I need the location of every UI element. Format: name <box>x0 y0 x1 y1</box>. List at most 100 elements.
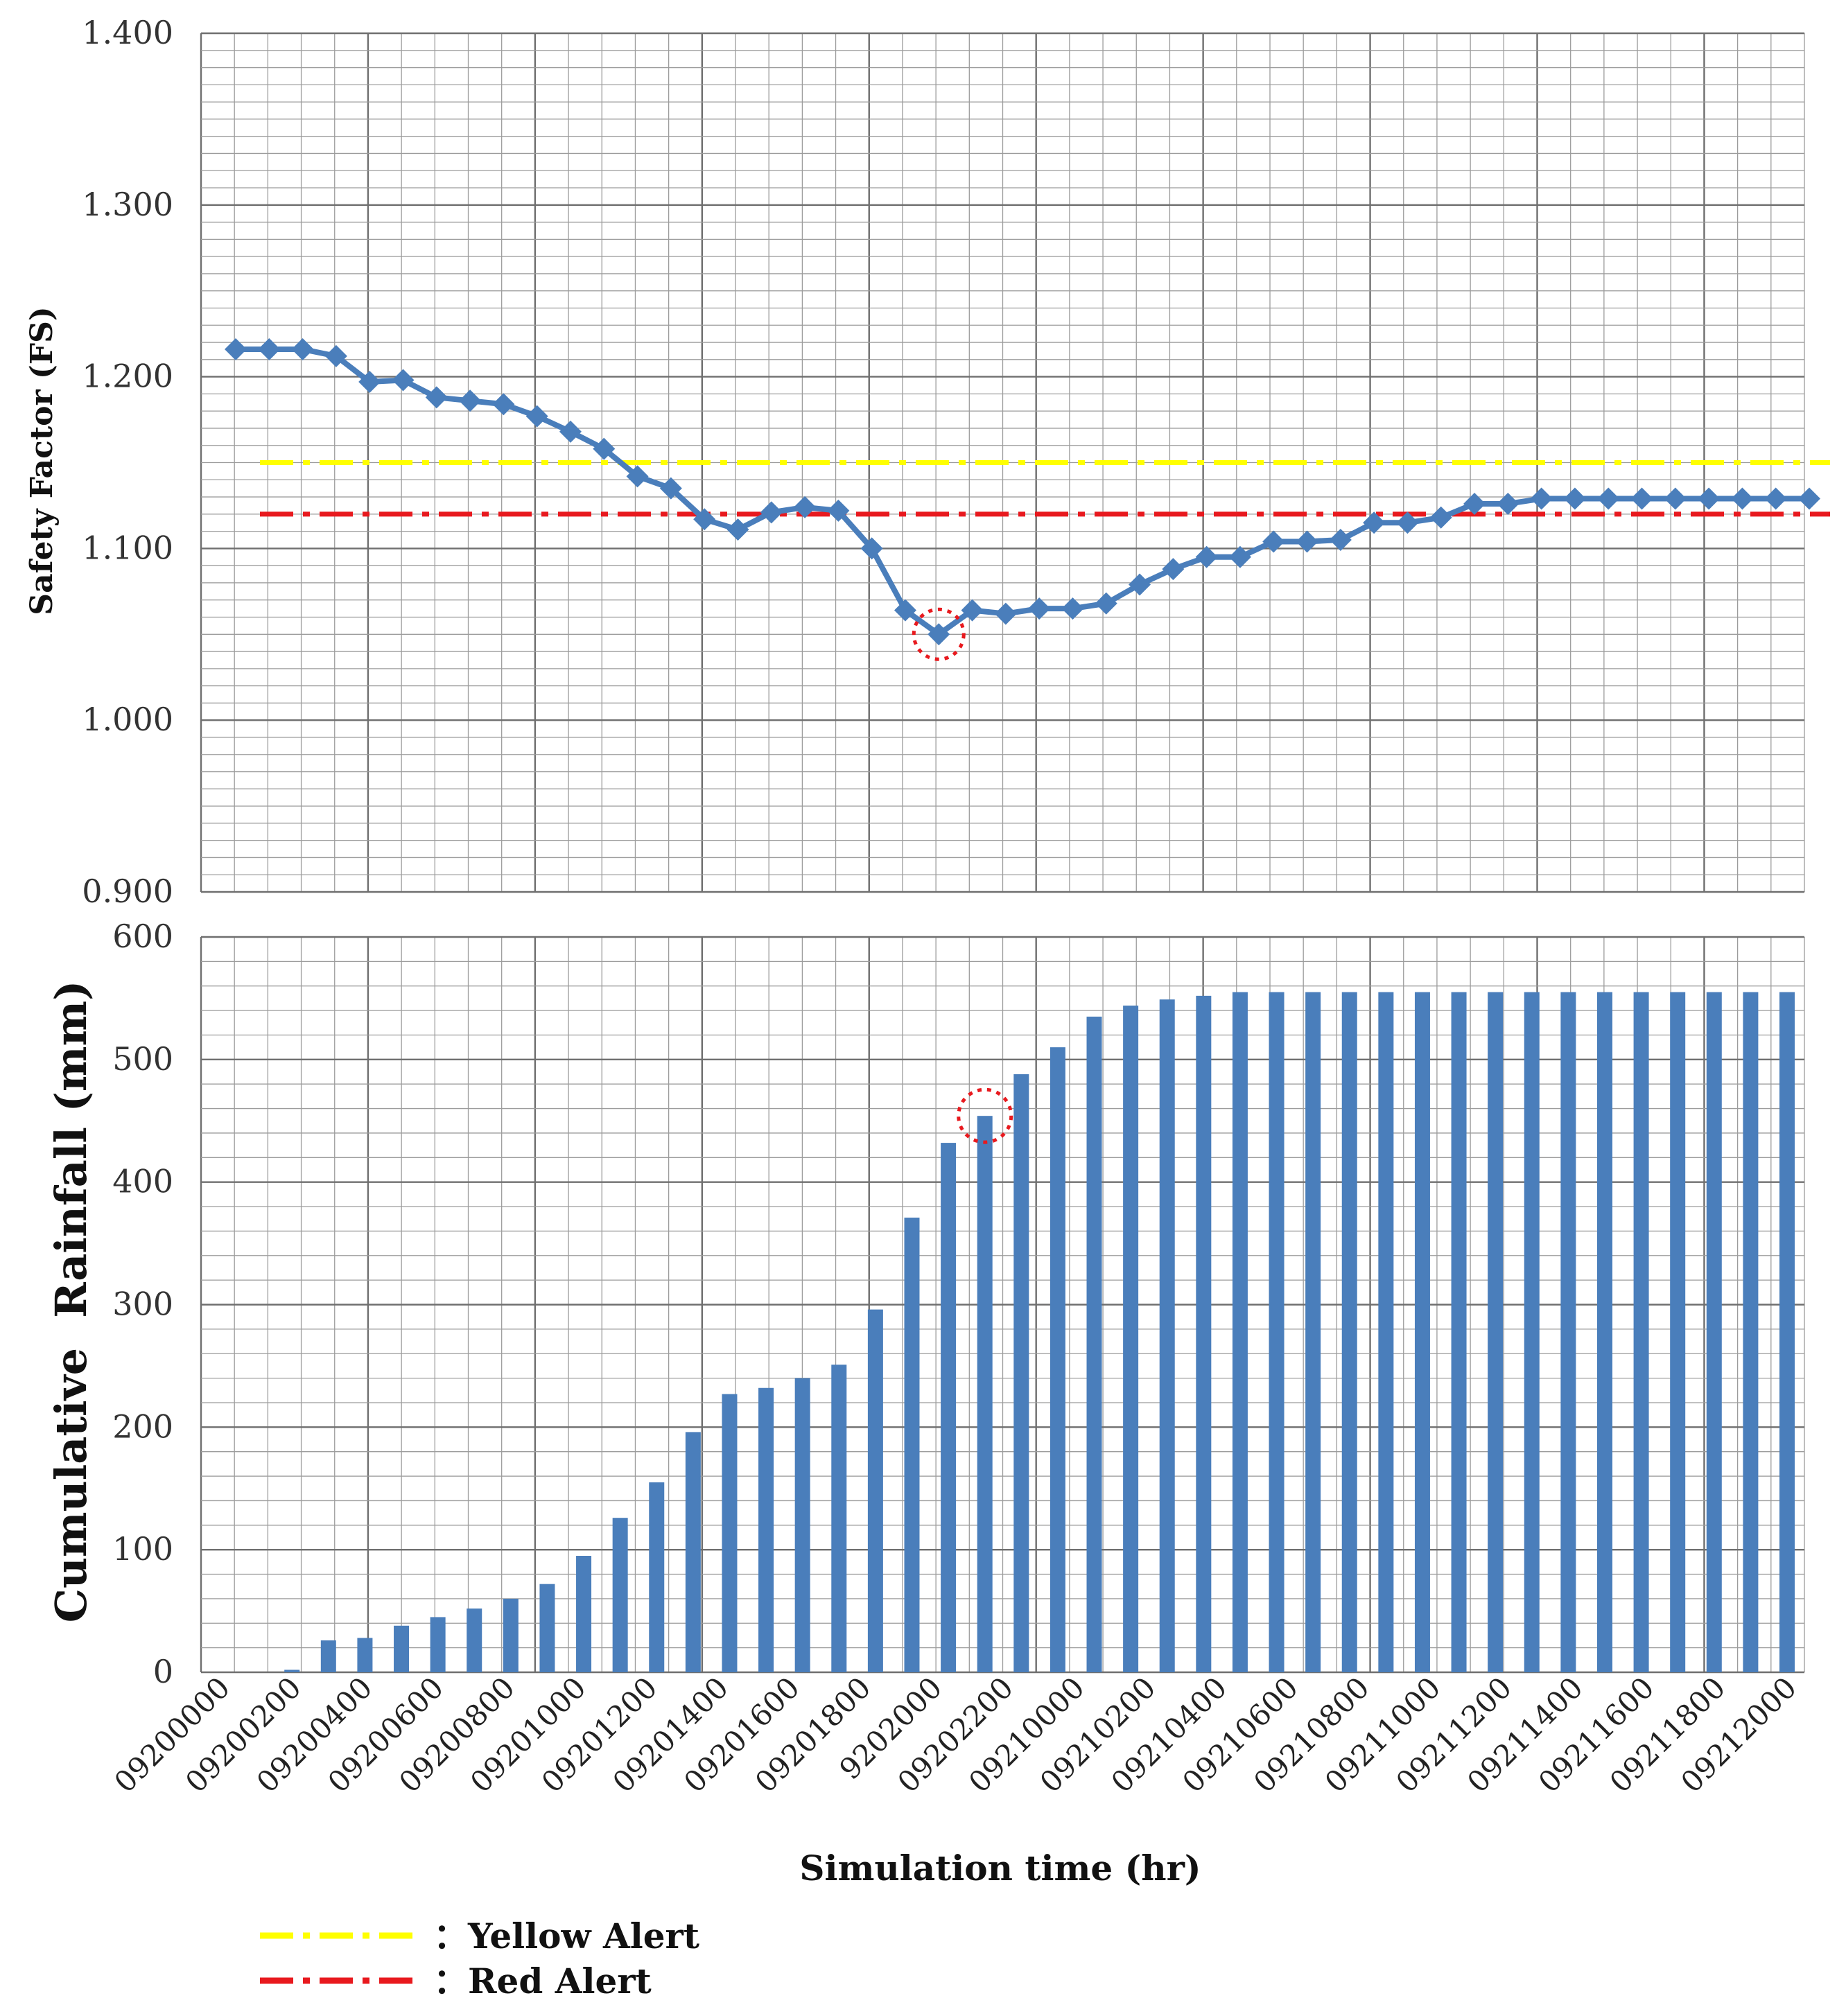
rainfall-bar <box>1196 995 1212 1672</box>
rainfall-bar <box>1269 992 1285 1672</box>
rainfall-y-tick-label: 500 <box>112 1040 173 1078</box>
rainfall-y-tick-label: 0 <box>153 1653 173 1690</box>
safety-factor-point <box>760 501 783 524</box>
safety-factor-point <box>1698 487 1721 510</box>
rainfall-bar <box>430 1617 446 1672</box>
rainfall-y-tick-label: 300 <box>112 1286 173 1323</box>
rainfall-y-tick-label: 400 <box>112 1163 173 1200</box>
safety-factor-point <box>794 496 817 518</box>
safety-factor-y-tick-label: 1.000 <box>82 701 173 738</box>
rainfall-minimum-fs-marker <box>957 1087 1013 1144</box>
rainfall-bar <box>394 1625 410 1672</box>
rainfall-bar <box>1779 992 1795 1672</box>
safety-factor-point <box>1630 487 1653 510</box>
safety-factor-point <box>392 369 415 392</box>
rainfall-bar <box>904 1217 920 1672</box>
rainfall-y-ticks: 600 500 400 300 200 100 0 <box>112 918 173 1690</box>
safety-factor-point <box>459 389 482 412</box>
rainfall-bar <box>284 1669 300 1672</box>
safety-factor-point <box>827 499 850 522</box>
rainfall-bar <box>794 1378 810 1672</box>
rainfall-bar <box>1670 992 1686 1672</box>
safety-factor-point <box>1463 492 1486 515</box>
rainfall-bar <box>649 1482 665 1672</box>
safety-factor-point <box>1028 597 1051 620</box>
rainfall-bar <box>977 1116 993 1672</box>
rainfall-bar <box>1123 1006 1139 1672</box>
rainfall-y-axis-label: Cumulative Rainfall (mm) <box>46 981 96 1623</box>
safety-factor-point <box>1262 530 1285 553</box>
safety-factor-point <box>1664 487 1687 510</box>
rainfall-bar <box>758 1387 774 1672</box>
safety-factor-point <box>1597 487 1620 510</box>
safety-factor-y-tick-label: 1.200 <box>82 358 173 395</box>
safety-factor-point <box>1228 545 1251 568</box>
rainfall-bar <box>539 1584 555 1672</box>
safety-factor-point <box>1497 492 1520 515</box>
rainfall-bar <box>1451 992 1467 1672</box>
rainfall-bar <box>1050 1047 1065 1672</box>
safety-factor-point <box>425 386 448 409</box>
safety-factor-point <box>1061 597 1084 620</box>
safety-factor-point <box>1764 487 1787 510</box>
safety-factor-y-tick-label: 1.100 <box>82 529 173 566</box>
safety-factor-point <box>894 599 916 622</box>
safety-factor-point <box>1296 530 1318 553</box>
safety-factor-point <box>525 405 548 428</box>
safety-factor-point <box>559 420 582 443</box>
rainfall-bar <box>1743 992 1759 1672</box>
safety-factor-point <box>693 508 716 531</box>
safety-factor-y-tick-label: 1.300 <box>82 186 173 223</box>
safety-factor-y-axis-label: Safety Factor (FS) <box>24 306 60 615</box>
rainfall-bar <box>1086 1016 1102 1672</box>
rainfall-bar <box>1488 992 1504 1672</box>
rainfall-bars <box>284 992 1795 1672</box>
safety-factor-point <box>1363 511 1386 534</box>
rainfall-bar <box>1378 992 1394 1672</box>
safety-factor-point <box>1530 487 1553 510</box>
safety-factor-point <box>258 338 281 360</box>
rainfall-bar <box>1633 992 1649 1672</box>
rainfall-bar <box>867 1309 883 1672</box>
rainfall-bar <box>685 1432 701 1672</box>
safety-factor-point <box>1396 511 1419 534</box>
rainfall-bar <box>612 1518 628 1672</box>
safety-factor-point <box>928 623 950 646</box>
safety-factor-point <box>726 518 749 541</box>
rainfall-bar <box>1560 992 1576 1672</box>
safety-factor-point <box>358 371 381 394</box>
safety-factor-point <box>659 477 682 500</box>
rainfall-bar <box>722 1394 738 1672</box>
safety-factor-point <box>593 437 616 460</box>
legend-item-red-alert: ：Red Alert <box>260 1961 652 2001</box>
rainfall-bar <box>831 1365 847 1672</box>
safety-factor-point <box>1731 487 1754 510</box>
rainfall-bar <box>1305 992 1321 1672</box>
rainfall-bar <box>1706 992 1722 1672</box>
safety-factor-point <box>626 465 649 488</box>
legend: ：Yellow Alert ：Red Alert <box>260 1916 699 2001</box>
rainfall-bar <box>1596 992 1612 1672</box>
rainfall-bar <box>1524 992 1540 1672</box>
rainfall-bar <box>1013 1074 1029 1672</box>
safety-factor-point <box>1798 487 1820 510</box>
rainfall-bar <box>1232 992 1248 1672</box>
rainfall-bar <box>503 1598 519 1672</box>
safety-factor-y-tick-label: 1.400 <box>82 14 173 51</box>
rainfall-y-tick-label: 100 <box>112 1530 173 1568</box>
safety-factor-point <box>961 599 984 622</box>
rainfall-bar <box>1159 999 1175 1672</box>
red-alert-legend-label: ：Red Alert <box>433 1961 652 2001</box>
safety-factor-y-ticks: 1.400 1.300 1.200 1.100 1.000 0.900 <box>82 14 173 910</box>
safety-factor-point <box>225 338 247 360</box>
safety-factor-point <box>1429 506 1452 529</box>
yellow-alert-legend-label: ：Yellow Alert <box>433 1916 699 1956</box>
safety-factor-point <box>291 338 314 360</box>
alert-reference-lines <box>260 460 1830 517</box>
rainfall-bar <box>941 1143 957 1672</box>
safety-factor-minimum-marker <box>912 607 966 661</box>
rainfall-bar <box>1414 992 1430 1672</box>
rainfall-bar <box>357 1638 373 1672</box>
rainfall-y-tick-label: 200 <box>112 1408 173 1445</box>
